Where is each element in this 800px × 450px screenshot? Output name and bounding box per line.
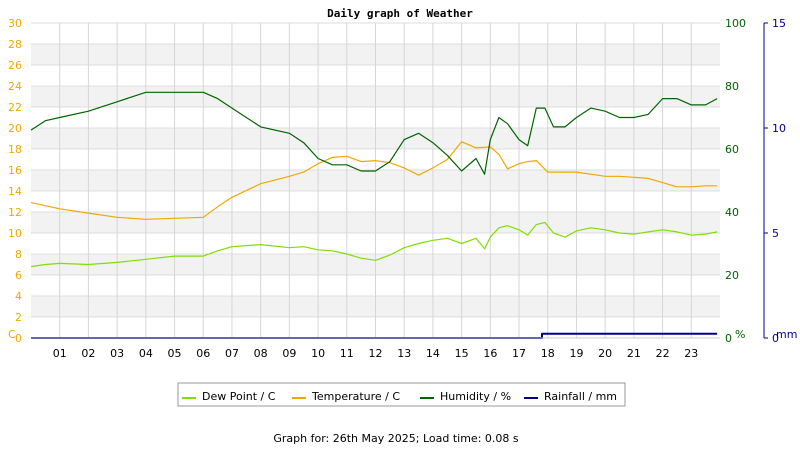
x-tick-label: 04 [139, 347, 153, 360]
left-tick-label: 20 [8, 122, 22, 135]
x-tick-label: 14 [426, 347, 440, 360]
grid-lines [31, 22, 720, 339]
left-tick-label: 18 [8, 143, 22, 156]
left-tick-label: 6 [15, 269, 22, 282]
x-tick-label: 10 [311, 347, 325, 360]
left-tick-label: 24 [8, 80, 22, 93]
chart-title: Daily graph of Weather [327, 7, 473, 20]
left-tick-label: 10 [8, 227, 22, 240]
x-tick-label: 07 [225, 347, 239, 360]
x-tick-label: 03 [110, 347, 124, 360]
left-tick-label: 26 [8, 59, 22, 72]
humidity-tick-label: 20 [725, 269, 739, 282]
footer-text: Graph for: 26th May 2025; Load time: 0.0… [273, 432, 519, 445]
left-axis-unit: C [8, 328, 16, 341]
x-tick-label: 01 [53, 347, 67, 360]
x-axis-ticks: 01 02 03 04 05 06 07 08 09 10 11 12 13 14 15 16 17 18 19 20… [53, 347, 699, 360]
x-tick-label: 13 [397, 347, 411, 360]
left-tick-label: 22 [8, 101, 22, 114]
left-tick-label: 16 [8, 164, 22, 177]
left-tick-label: 12 [8, 206, 22, 219]
x-tick-label: 15 [455, 347, 469, 360]
legend-box [177, 382, 626, 407]
left-tick-label: 4 [15, 290, 22, 303]
left-tick-label: 2 [15, 311, 22, 324]
humidity-tick-label: 60 [725, 143, 739, 156]
series-line-dew [30, 221, 718, 268]
rainfall-tick-label: 15 [772, 17, 786, 30]
left-tick-label: 28 [8, 38, 22, 51]
x-tick-label: 20 [598, 347, 612, 360]
x-tick-label: 05 [168, 347, 182, 360]
rainfall-tick-label: 10 [772, 122, 786, 135]
x-tick-label: 21 [627, 347, 641, 360]
x-tick-label: 06 [196, 347, 210, 360]
legend-label: Humidity / % [440, 390, 511, 403]
x-tick-label: 09 [282, 347, 296, 360]
axes [31, 23, 765, 339]
x-tick-label: 08 [254, 347, 268, 360]
series-line-temperature [30, 141, 718, 220]
humidity-tick-label: 0 [725, 332, 732, 345]
x-tick-label: 12 [369, 347, 383, 360]
rainfall-axis-unit: mm [776, 328, 797, 341]
humidity-tick-label: 80 [725, 80, 739, 93]
rainfall-tick-label: 5 [772, 227, 779, 240]
x-tick-label: 16 [483, 347, 497, 360]
rainfall-tick-label: 0 [772, 332, 779, 345]
x-tick-label: 17 [512, 347, 526, 360]
legend: Dew Point / C Temperature / C Humidity / %… [177, 382, 626, 407]
humidity-axis-unit: % [735, 328, 745, 341]
series-line-humidity [30, 91, 718, 175]
legend-label: Rainfall / mm [544, 390, 617, 403]
x-tick-label: 02 [81, 347, 95, 360]
legend-label: Temperature / C [311, 390, 400, 403]
x-tick-label: 11 [340, 347, 354, 360]
humidity-tick-label: 100 [725, 17, 746, 30]
humidity-tick-label: 40 [725, 206, 739, 219]
left-tick-label: 0 [15, 332, 22, 345]
x-tick-label: 22 [656, 347, 670, 360]
left-tick-label: 14 [8, 185, 22, 198]
x-tick-label: 23 [684, 347, 698, 360]
humidity-axis-ticks: 0 20 40 60 80 100 [725, 17, 746, 345]
legend-label: Dew Point / C [202, 390, 276, 403]
left-tick-label: 30 [8, 17, 22, 30]
left-tick-label: 8 [15, 248, 22, 261]
x-tick-label: 18 [541, 347, 555, 360]
x-tick-label: 19 [569, 347, 583, 360]
rainfall-axis-ticks: 0 5 10 15 [764, 17, 786, 345]
